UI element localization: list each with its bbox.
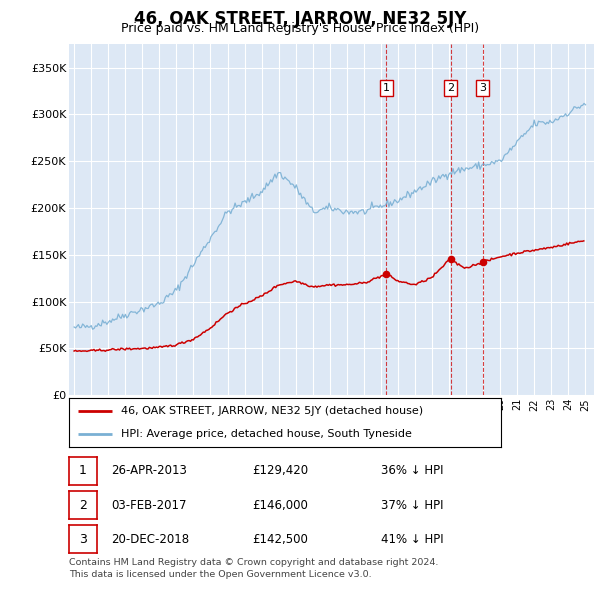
Text: £142,500: £142,500	[252, 533, 308, 546]
Text: 2: 2	[79, 499, 87, 512]
Text: 3: 3	[79, 533, 87, 546]
Text: Contains HM Land Registry data © Crown copyright and database right 2024.
This d: Contains HM Land Registry data © Crown c…	[69, 558, 439, 579]
Text: 46, OAK STREET, JARROW, NE32 5JY (detached house): 46, OAK STREET, JARROW, NE32 5JY (detach…	[121, 407, 423, 417]
Text: Price paid vs. HM Land Registry's House Price Index (HPI): Price paid vs. HM Land Registry's House …	[121, 22, 479, 35]
Text: 46, OAK STREET, JARROW, NE32 5JY: 46, OAK STREET, JARROW, NE32 5JY	[134, 10, 466, 28]
Text: 1: 1	[383, 83, 390, 93]
Text: 1: 1	[79, 464, 87, 477]
Text: 2: 2	[447, 83, 454, 93]
Text: 03-FEB-2017: 03-FEB-2017	[111, 499, 187, 512]
Text: HPI: Average price, detached house, South Tyneside: HPI: Average price, detached house, Sout…	[121, 428, 412, 438]
Text: 37% ↓ HPI: 37% ↓ HPI	[381, 499, 443, 512]
Text: £129,420: £129,420	[252, 464, 308, 477]
Text: £146,000: £146,000	[252, 499, 308, 512]
Text: 3: 3	[479, 83, 486, 93]
Text: 36% ↓ HPI: 36% ↓ HPI	[381, 464, 443, 477]
Text: 26-APR-2013: 26-APR-2013	[111, 464, 187, 477]
Text: 41% ↓ HPI: 41% ↓ HPI	[381, 533, 443, 546]
Text: 20-DEC-2018: 20-DEC-2018	[111, 533, 189, 546]
